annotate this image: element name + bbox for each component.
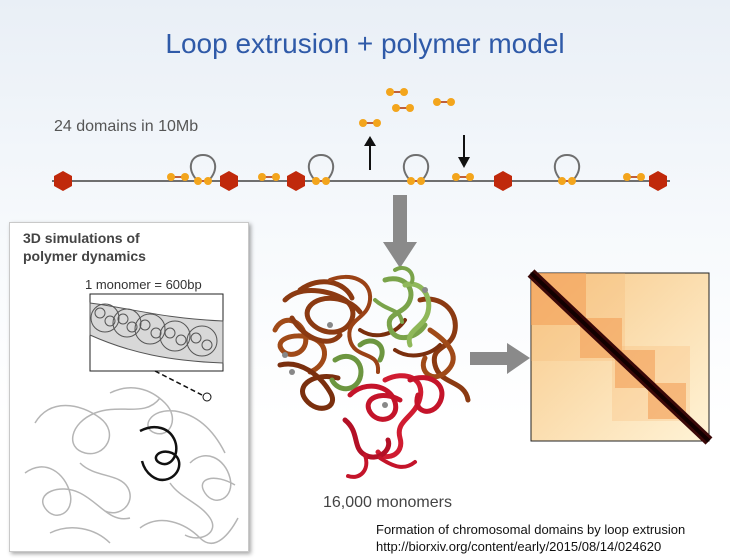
boundary-hexagon xyxy=(494,171,512,191)
extruder-pair xyxy=(312,177,330,185)
polymer-globule xyxy=(272,265,471,479)
simulation-panel-graphics xyxy=(24,293,239,545)
citation-title: Formation of chromosomal domains by loop… xyxy=(376,522,686,537)
loop-4 xyxy=(553,153,581,182)
loading-arrow xyxy=(458,135,470,168)
free-extruder xyxy=(359,119,381,127)
extruder-pair xyxy=(258,173,280,181)
boundary-hexagon xyxy=(54,171,72,191)
monomer-size-label: 1 monomer = 600bp xyxy=(85,277,202,292)
simulation-panel: 3D simulations of polymer dynamics 1 mon… xyxy=(9,222,249,552)
extruder-pair xyxy=(558,177,576,185)
boundary-hexagon xyxy=(287,171,305,191)
free-extruder xyxy=(433,98,455,106)
chromatin-loops xyxy=(189,153,581,182)
loop-2 xyxy=(307,153,335,182)
zoom-origin xyxy=(202,392,212,402)
loop-3 xyxy=(402,153,430,182)
right-arrow xyxy=(470,343,530,374)
boundary-elements xyxy=(54,171,667,191)
free-extruders xyxy=(359,88,455,127)
simulated-polymer xyxy=(24,387,239,545)
slide-title: Loop extrusion + polymer model xyxy=(165,28,565,59)
citation: Formation of chromosomal domains by loop… xyxy=(376,521,685,555)
monomer-tube xyxy=(89,302,224,364)
extruder-pair xyxy=(623,173,645,181)
simulation-panel-title: 3D simulations of polymer dynamics xyxy=(23,230,146,264)
extruder-pair xyxy=(167,173,189,181)
boundary-hexagon xyxy=(220,171,238,191)
extruder-pair xyxy=(452,173,474,181)
unloading-arrow xyxy=(364,136,376,170)
extruder-pair xyxy=(407,177,425,185)
free-extruder xyxy=(392,104,414,112)
loop-1 xyxy=(189,153,217,182)
extruder-pair xyxy=(194,177,212,185)
loop-extruders xyxy=(167,173,645,185)
boundary-hexagon xyxy=(649,171,667,191)
down-arrow xyxy=(383,195,417,268)
contact-heatmap xyxy=(527,269,713,445)
highlighted-polymer-segment xyxy=(139,425,181,482)
citation-url[interactable]: http://biorxiv.org/content/early/2015/08… xyxy=(376,539,662,554)
monomers-count-label: 16,000 monomers xyxy=(323,494,452,511)
domains-label: 24 domains in 10Mb xyxy=(54,118,199,135)
free-extruder xyxy=(386,88,408,96)
